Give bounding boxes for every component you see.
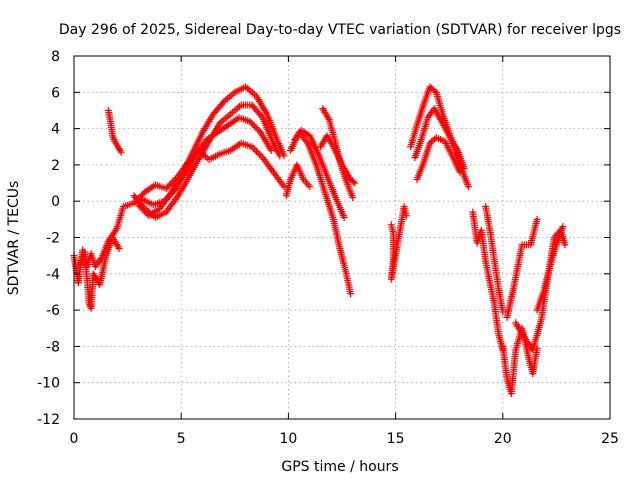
data-point xyxy=(351,179,359,187)
series-sat-o xyxy=(413,134,464,183)
data-point xyxy=(165,181,173,189)
data-point xyxy=(136,202,144,210)
data-point xyxy=(166,191,174,199)
data-point xyxy=(402,212,410,220)
x-tick-label: 0 xyxy=(70,431,79,447)
data-point xyxy=(559,223,567,231)
data-point xyxy=(168,178,176,186)
data-point xyxy=(303,179,311,187)
x-tick-label: 5 xyxy=(177,431,186,447)
series-sat-p xyxy=(469,208,507,354)
x-tick-label: 10 xyxy=(279,431,297,447)
data-point xyxy=(280,183,288,191)
series-sat-s xyxy=(503,215,541,321)
data-point xyxy=(280,152,288,160)
y-tick-label: -8 xyxy=(46,339,60,355)
series-sat-m xyxy=(407,83,472,191)
data-point xyxy=(117,148,125,156)
data-point xyxy=(115,244,123,252)
data-point xyxy=(142,209,150,217)
data-point xyxy=(250,122,258,130)
series-sat-r xyxy=(499,324,541,398)
data-point xyxy=(257,112,265,120)
y-tick-label: -12 xyxy=(37,412,60,428)
data-point xyxy=(249,120,257,128)
grid-lines xyxy=(74,56,610,419)
data-point xyxy=(139,205,147,213)
chart-title: Day 296 of 2025, Sidereal Day-to-day VTE… xyxy=(59,22,621,38)
data-points xyxy=(70,83,569,398)
series-sat-k xyxy=(282,161,314,200)
y-tick-label: 6 xyxy=(51,85,60,101)
series-sat-h xyxy=(287,128,355,298)
data-point xyxy=(251,146,259,154)
data-point xyxy=(349,178,357,186)
data-point xyxy=(253,125,261,133)
y-tick-label: 4 xyxy=(51,122,60,138)
data-point xyxy=(137,204,145,212)
data-point xyxy=(165,193,173,201)
data-point xyxy=(304,181,312,189)
data-point xyxy=(163,194,171,202)
data-point xyxy=(561,241,569,249)
data-point xyxy=(168,189,176,197)
data-point xyxy=(140,207,148,215)
data-point xyxy=(134,201,142,209)
axis-ticks: 0 5 10 15 20 25 -12 -10 -8 -6 -4 -2 0 2 4 6 8 xyxy=(37,49,619,447)
data-point xyxy=(219,99,227,107)
y-tick-label: -6 xyxy=(46,303,60,319)
data-point xyxy=(533,215,541,223)
data-point xyxy=(138,191,146,199)
series-sat-j xyxy=(319,105,357,202)
data-point xyxy=(464,183,472,191)
series-sat-n xyxy=(411,105,468,173)
series-sat-f xyxy=(139,114,275,209)
series-sat-d xyxy=(130,101,284,222)
data-point xyxy=(249,144,257,152)
data-point xyxy=(253,147,261,155)
data-point xyxy=(167,180,175,188)
y-tick-label: -10 xyxy=(37,376,60,392)
data-point xyxy=(456,168,464,176)
data-point xyxy=(162,184,170,192)
data-point xyxy=(130,199,138,207)
data-point xyxy=(347,290,355,298)
data-point xyxy=(247,119,255,127)
series-sat-u xyxy=(533,223,567,314)
data-point xyxy=(252,124,260,132)
y-tick-label: -4 xyxy=(46,267,60,283)
y-tick-label: -2 xyxy=(46,231,60,247)
y-tick-label: 0 xyxy=(51,194,60,210)
data-point xyxy=(256,151,264,159)
data-point xyxy=(164,183,172,191)
series-sat-t xyxy=(512,226,569,354)
x-tick-label: 25 xyxy=(601,431,619,447)
series-sat-c xyxy=(104,106,125,156)
data-point xyxy=(499,308,507,316)
series-sat-l xyxy=(387,203,410,283)
y-axis-label: SDTVAR / TECUs xyxy=(6,181,22,296)
data-point xyxy=(431,87,439,95)
data-point xyxy=(349,194,357,202)
data-point xyxy=(267,146,275,154)
data-point xyxy=(246,117,254,125)
data-point xyxy=(340,214,348,222)
data-point xyxy=(248,143,256,151)
data-point xyxy=(162,196,170,204)
y-tick-label: 8 xyxy=(51,49,60,65)
data-point xyxy=(254,149,262,157)
data-point xyxy=(306,183,314,191)
x-tick-label: 20 xyxy=(494,431,512,447)
x-tick-label: 15 xyxy=(387,431,405,447)
x-axis-label: GPS time / hours xyxy=(281,459,398,475)
series-sat-e xyxy=(134,83,288,220)
data-point xyxy=(160,197,168,205)
series-sat-q xyxy=(482,203,507,316)
data-point xyxy=(460,165,468,173)
series-sat-b xyxy=(76,234,123,312)
y-tick-label: 2 xyxy=(51,158,60,174)
